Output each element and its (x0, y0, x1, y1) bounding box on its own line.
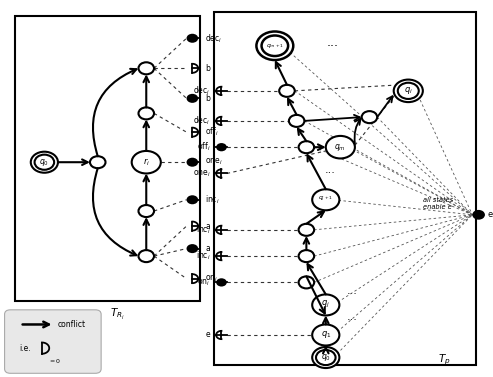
Text: $r_i$: $r_i$ (143, 156, 150, 168)
Text: $q_j$: $q_j$ (321, 299, 330, 311)
Circle shape (216, 278, 227, 287)
Text: e: e (206, 331, 211, 339)
Text: $q_i$: $q_i$ (404, 85, 413, 97)
Circle shape (186, 34, 198, 43)
Circle shape (299, 250, 314, 262)
Text: ...: ... (327, 35, 339, 49)
Text: $q_m$: $q_m$ (334, 142, 346, 153)
Text: i.e.: i.e. (19, 343, 31, 352)
Text: $q_1$: $q_1$ (320, 329, 331, 340)
Circle shape (394, 80, 423, 102)
Circle shape (279, 85, 295, 97)
FancyBboxPatch shape (15, 16, 200, 301)
Text: inc$_i$: inc$_i$ (196, 224, 211, 236)
Circle shape (362, 111, 377, 123)
Circle shape (132, 151, 161, 173)
Circle shape (472, 210, 485, 220)
FancyBboxPatch shape (214, 12, 476, 365)
Text: $q_{j+1}$: $q_{j+1}$ (318, 195, 333, 204)
Text: $q_0$: $q_0$ (39, 157, 49, 168)
Text: off$_i$: off$_i$ (206, 126, 219, 138)
Text: a: a (206, 222, 210, 231)
Text: $q_0$: $q_0$ (321, 352, 331, 363)
Circle shape (299, 141, 314, 153)
Text: $T_{R_i}$: $T_{R_i}$ (110, 307, 125, 322)
Text: $=0$: $=0$ (48, 357, 62, 365)
Circle shape (312, 325, 339, 345)
Text: dec$_i$: dec$_i$ (193, 115, 211, 127)
Text: b: b (206, 64, 211, 73)
Circle shape (139, 107, 154, 120)
Text: e: e (488, 210, 493, 219)
Text: all states
enable e: all states enable e (423, 197, 453, 210)
Circle shape (326, 136, 355, 158)
Text: inc$_i$: inc$_i$ (196, 250, 211, 262)
Circle shape (186, 195, 198, 204)
Circle shape (90, 156, 106, 168)
Text: a: a (206, 244, 210, 253)
Text: dec$_i$: dec$_i$ (206, 32, 223, 44)
Text: off$_i$: off$_i$ (197, 141, 211, 153)
Circle shape (312, 189, 339, 210)
Circle shape (299, 276, 314, 288)
Circle shape (186, 158, 198, 167)
Circle shape (216, 143, 227, 151)
Text: inc$_i$: inc$_i$ (206, 193, 220, 206)
Circle shape (312, 294, 339, 316)
Text: $q_{m+1}$: $q_{m+1}$ (266, 42, 284, 50)
Circle shape (31, 152, 58, 173)
Text: one$_i$: one$_i$ (193, 168, 211, 179)
Circle shape (186, 244, 198, 253)
Circle shape (139, 62, 154, 74)
Circle shape (256, 32, 293, 60)
Text: conflict: conflict (58, 320, 86, 329)
Text: one$_i$: one$_i$ (206, 157, 223, 167)
Circle shape (139, 205, 154, 217)
Text: on$_i$: on$_i$ (197, 277, 211, 288)
Circle shape (289, 115, 305, 127)
Text: on$_i$: on$_i$ (206, 273, 218, 284)
Text: $T_p$: $T_p$ (438, 352, 451, 367)
Text: ...: ... (347, 286, 358, 296)
Text: dec$_i$: dec$_i$ (193, 84, 211, 97)
Circle shape (139, 250, 154, 262)
Circle shape (186, 94, 198, 103)
Text: ...: ... (347, 312, 358, 322)
Circle shape (299, 224, 314, 236)
FancyBboxPatch shape (4, 310, 101, 373)
Text: b: b (206, 94, 211, 103)
Text: ...: ... (325, 166, 336, 175)
Circle shape (312, 347, 339, 368)
